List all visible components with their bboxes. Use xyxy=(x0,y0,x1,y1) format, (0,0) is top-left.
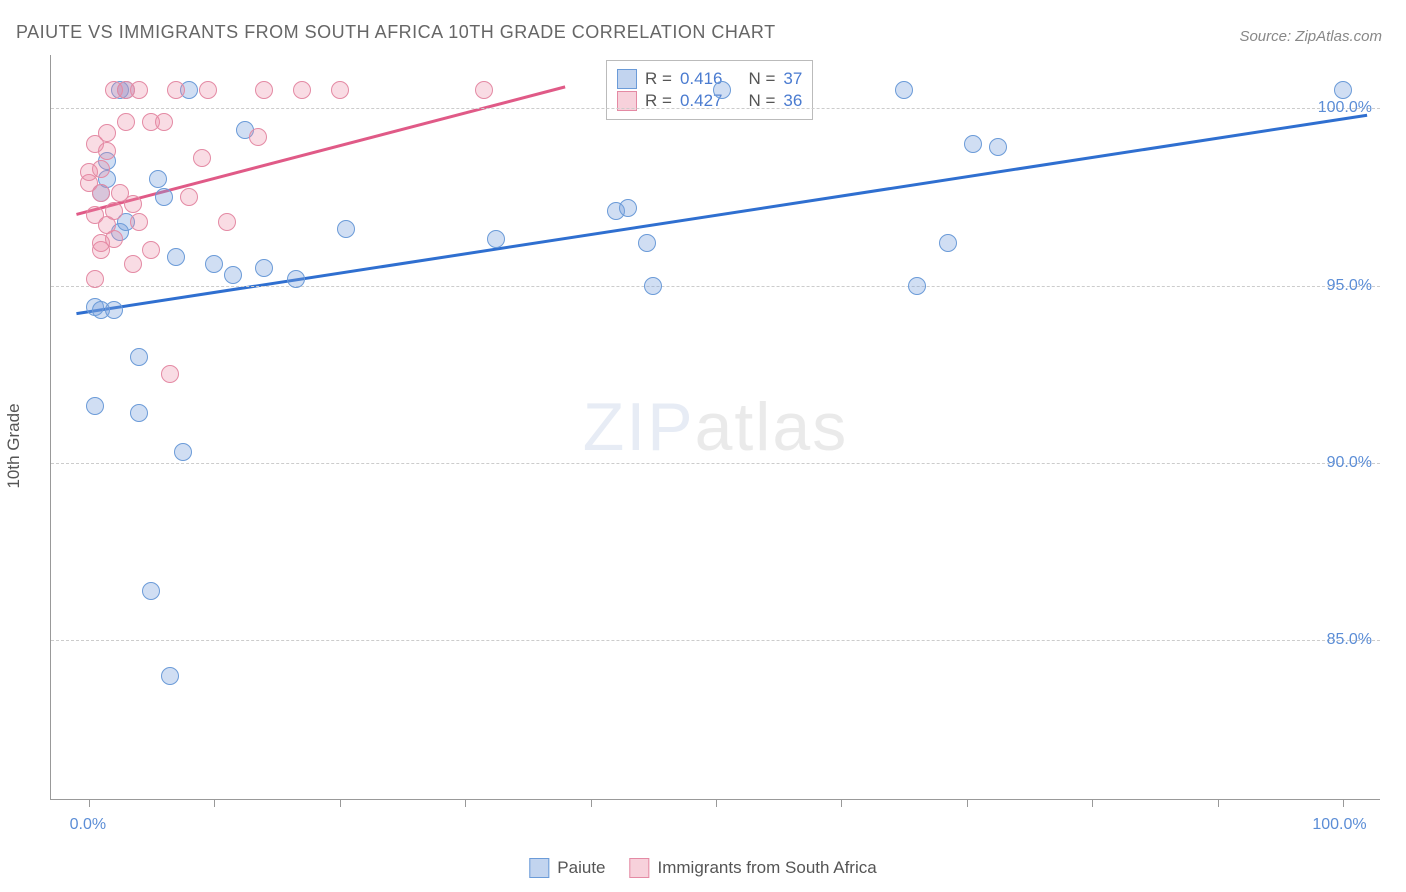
plot-area: ZIPatlas R =0.416N =37R =0.427N =36 85.0… xyxy=(50,55,1380,800)
scatter-point xyxy=(939,234,957,252)
y-tick-label: 90.0% xyxy=(1327,454,1372,472)
scatter-point xyxy=(124,195,142,213)
scatter-point xyxy=(218,213,236,231)
x-tick xyxy=(967,799,968,807)
scatter-point xyxy=(130,81,148,99)
x-tick xyxy=(591,799,592,807)
y-tick-label: 95.0% xyxy=(1327,277,1372,295)
scatter-point xyxy=(249,128,267,146)
stats-n-value: 37 xyxy=(783,69,802,89)
stats-n-label: N = xyxy=(748,69,775,89)
scatter-point xyxy=(287,270,305,288)
legend-swatch xyxy=(630,858,650,878)
scatter-point xyxy=(167,248,185,266)
scatter-point xyxy=(964,135,982,153)
scatter-point xyxy=(989,138,1007,156)
x-tick xyxy=(1218,799,1219,807)
stats-r-label: R = xyxy=(645,69,672,89)
scatter-point xyxy=(105,202,123,220)
legend-label: Immigrants from South Africa xyxy=(658,858,877,878)
x-axis-label-left: 0.0% xyxy=(70,816,106,834)
bottom-legend: Paiute Immigrants from South Africa xyxy=(529,858,876,878)
gridline-h xyxy=(51,463,1380,464)
x-tick xyxy=(716,799,717,807)
scatter-point xyxy=(487,230,505,248)
scatter-point xyxy=(130,213,148,231)
stats-legend-box: R =0.416N =37R =0.427N =36 xyxy=(606,60,813,120)
y-tick-label: 85.0% xyxy=(1327,631,1372,649)
x-tick xyxy=(89,799,90,807)
chart-container: PAIUTE VS IMMIGRANTS FROM SOUTH AFRICA 1… xyxy=(0,0,1406,892)
scatter-point xyxy=(142,241,160,259)
legend-item: Immigrants from South Africa xyxy=(630,858,877,878)
scatter-point xyxy=(895,81,913,99)
scatter-point xyxy=(619,199,637,217)
scatter-point xyxy=(86,270,104,288)
gridline-h xyxy=(51,108,1380,109)
gridline-h xyxy=(51,286,1380,287)
y-axis-title: 10th Grade xyxy=(4,403,24,488)
x-tick xyxy=(1343,799,1344,807)
scatter-point xyxy=(161,667,179,685)
x-tick xyxy=(1092,799,1093,807)
scatter-point xyxy=(98,124,116,142)
scatter-point xyxy=(142,582,160,600)
legend-item: Paiute xyxy=(529,858,605,878)
scatter-point xyxy=(174,443,192,461)
scatter-point xyxy=(638,234,656,252)
watermark: ZIPatlas xyxy=(583,388,848,466)
scatter-point xyxy=(155,113,173,131)
scatter-point xyxy=(1334,81,1352,99)
scatter-point xyxy=(337,220,355,238)
chart-title: PAIUTE VS IMMIGRANTS FROM SOUTH AFRICA 1… xyxy=(16,22,776,43)
scatter-point xyxy=(908,277,926,295)
legend-label: Paiute xyxy=(557,858,605,878)
x-tick xyxy=(465,799,466,807)
x-tick xyxy=(214,799,215,807)
stats-row: R =0.416N =37 xyxy=(617,69,802,89)
scatter-point xyxy=(149,170,167,188)
scatter-point xyxy=(475,81,493,99)
source-label: Source: ZipAtlas.com xyxy=(1239,28,1382,45)
scatter-point xyxy=(331,81,349,99)
scatter-point xyxy=(117,113,135,131)
trend-line xyxy=(76,87,565,215)
scatter-point xyxy=(105,230,123,248)
scatter-point xyxy=(130,348,148,366)
scatter-point xyxy=(92,184,110,202)
watermark-bold: ZIP xyxy=(583,389,695,465)
gridline-h xyxy=(51,640,1380,641)
scatter-point xyxy=(293,81,311,99)
scatter-point xyxy=(130,404,148,422)
scatter-point xyxy=(255,81,273,99)
scatter-point xyxy=(167,81,185,99)
trend-line xyxy=(76,115,1367,313)
x-tick xyxy=(340,799,341,807)
scatter-point xyxy=(124,255,142,273)
scatter-point xyxy=(98,142,116,160)
scatter-point xyxy=(644,277,662,295)
legend-swatch xyxy=(617,69,637,89)
scatter-point xyxy=(161,365,179,383)
y-tick-label: 100.0% xyxy=(1318,99,1372,117)
scatter-point xyxy=(155,188,173,206)
watermark-thin: atlas xyxy=(695,389,849,465)
scatter-point xyxy=(255,259,273,277)
scatter-point xyxy=(86,397,104,415)
x-tick xyxy=(841,799,842,807)
x-axis-label-right: 100.0% xyxy=(1312,816,1366,834)
scatter-point xyxy=(224,266,242,284)
scatter-point xyxy=(205,255,223,273)
trendlines-svg xyxy=(51,55,1380,799)
scatter-point xyxy=(180,188,198,206)
scatter-point xyxy=(199,81,217,99)
scatter-point xyxy=(713,81,731,99)
legend-swatch xyxy=(529,858,549,878)
scatter-point xyxy=(193,149,211,167)
scatter-point xyxy=(105,301,123,319)
scatter-point xyxy=(92,160,110,178)
